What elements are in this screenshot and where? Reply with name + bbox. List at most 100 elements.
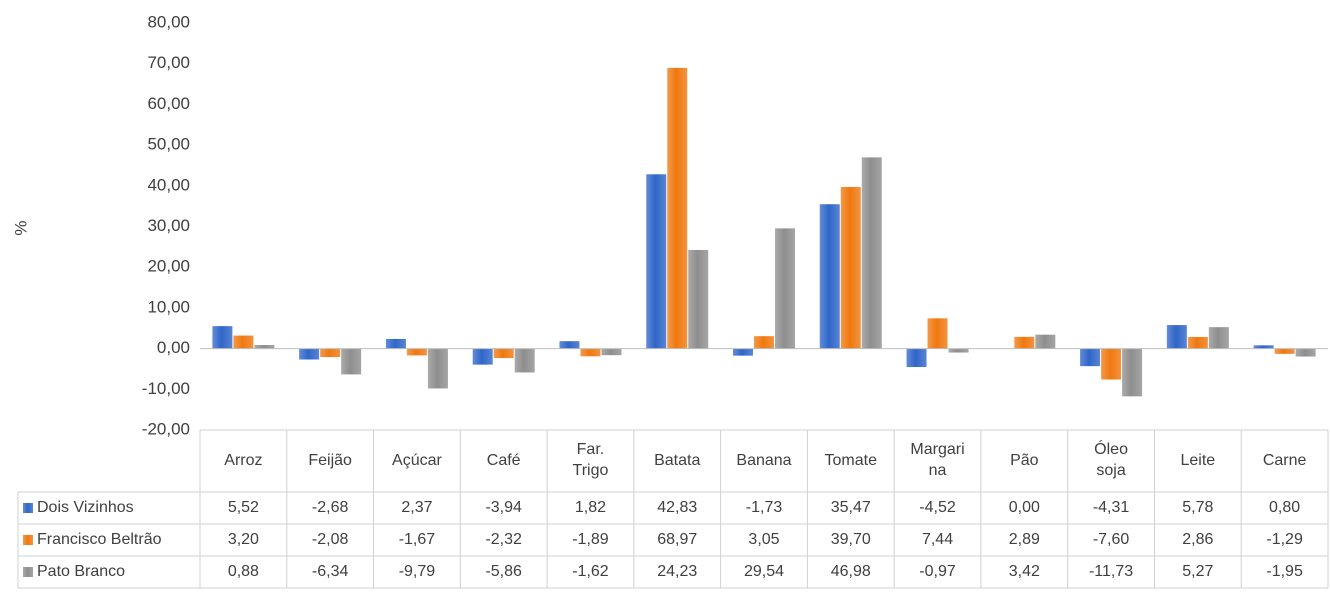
category-cell: Arroz: [224, 451, 263, 469]
bar: [254, 345, 275, 349]
bar: [948, 348, 969, 353]
table-value: 5,78: [1182, 499, 1213, 516]
table-value: 2,37: [401, 499, 432, 516]
x-tick-label: Batata: [654, 451, 701, 469]
bar: [775, 228, 795, 349]
bar: [472, 348, 493, 365]
table-value: -1,73: [746, 499, 783, 516]
table-value: 29,54: [744, 563, 784, 580]
bar: [493, 348, 514, 359]
y-tick-label: 50,00: [147, 135, 190, 154]
y-tick-label: -20,00: [142, 419, 190, 438]
y-tick-label: 70,00: [147, 53, 190, 72]
bar: [212, 326, 233, 349]
bar: [1295, 348, 1316, 357]
table-value: 3,20: [228, 531, 259, 548]
bar: [1166, 325, 1187, 349]
table-value: 42,83: [657, 499, 697, 516]
legend-label: Dois Vizinhos: [37, 499, 134, 516]
x-tick-label: Tomate: [824, 451, 877, 469]
y-tick-label: -10,00: [142, 379, 190, 398]
bar: [667, 67, 688, 349]
table-value: 0,88: [228, 563, 259, 580]
category-cell: Tomate: [824, 451, 877, 469]
table-value: -4,31: [1093, 499, 1130, 516]
x-tick-label: Óleo soja: [1094, 441, 1128, 479]
table-value: 68,97: [657, 531, 697, 548]
y-tick-label: 0,00: [157, 338, 190, 357]
bar: [514, 348, 535, 373]
x-tick-label: Feijão: [308, 451, 352, 469]
bar: [601, 348, 622, 356]
table-value: 2,86: [1182, 531, 1213, 548]
bar: [341, 348, 362, 375]
category-cell: Banana: [736, 451, 792, 469]
x-tick-label: Café: [486, 451, 521, 469]
bar: [688, 249, 709, 349]
bar: [427, 348, 448, 389]
table-value: 24,23: [657, 563, 697, 580]
legend-label: Pato Branco: [37, 563, 125, 580]
bar: [1101, 348, 1122, 380]
bar: [1014, 336, 1035, 349]
x-tick-label: Arroz: [224, 451, 263, 469]
table-value: 39,70: [831, 531, 871, 548]
table-value: 0,00: [1009, 499, 1040, 516]
category-cell: Feijão: [308, 451, 352, 469]
table-value: 0,80: [1269, 499, 1300, 516]
table-value: -3,94: [485, 499, 522, 516]
y-axis-label: %: [11, 220, 30, 235]
category-cell: Batata: [654, 451, 701, 469]
bar: [580, 348, 601, 357]
category-cell: Café: [486, 451, 521, 469]
table-value: 3,42: [1009, 563, 1040, 580]
legend-label: Francisco Beltrão: [37, 531, 162, 548]
table-value: -2,68: [312, 499, 349, 516]
table-value: -0,97: [919, 563, 956, 580]
bar: [646, 174, 667, 349]
bar: [559, 341, 580, 349]
table-value: -11,73: [1089, 563, 1133, 580]
bar: [906, 348, 927, 367]
bar: [406, 348, 427, 356]
table-value: -7,60: [1093, 531, 1130, 548]
y-tick-label: 60,00: [147, 94, 190, 113]
table-value: -1,89: [572, 531, 609, 548]
bar: [1274, 348, 1295, 354]
bar: [299, 348, 320, 360]
y-tick-label: 80,00: [147, 12, 190, 31]
bar: [1187, 336, 1208, 349]
bar: [927, 318, 948, 349]
category-cell: Far. Trigo: [573, 441, 609, 479]
category-cell: Óleo soja: [1094, 441, 1128, 479]
category-cell: Leite: [1180, 452, 1215, 469]
bar: [385, 338, 406, 349]
category-cell: Açúcar: [392, 451, 442, 469]
y-tick-label: 30,00: [147, 216, 190, 235]
bar: [1253, 345, 1274, 349]
category-cell: Pão: [1010, 452, 1038, 469]
x-tick-label: Carne: [1262, 451, 1307, 469]
table-value: -1,29: [1266, 531, 1303, 548]
table-value: -5,86: [485, 563, 522, 580]
bar: [1208, 327, 1229, 349]
table-value: 46,98: [831, 563, 871, 580]
bar: [1035, 334, 1056, 349]
bar: [840, 187, 861, 349]
y-tick-label: 40,00: [147, 175, 190, 194]
table-value: -6,34: [312, 563, 349, 580]
bar: [1080, 348, 1101, 367]
y-tick-label: 10,00: [147, 297, 190, 316]
y-tick-label: 20,00: [147, 257, 190, 276]
table-value: -2,08: [312, 531, 349, 548]
table-value: 7,44: [922, 531, 953, 548]
bar: [233, 335, 254, 349]
table-value: -4,52: [919, 499, 956, 516]
bar: [733, 348, 753, 356]
legend-marker: [23, 567, 33, 577]
bar: [1122, 348, 1143, 397]
table-value: 2,89: [1009, 531, 1040, 548]
x-tick-label: Banana: [736, 451, 792, 469]
x-tick-label: Açúcar: [392, 451, 442, 469]
